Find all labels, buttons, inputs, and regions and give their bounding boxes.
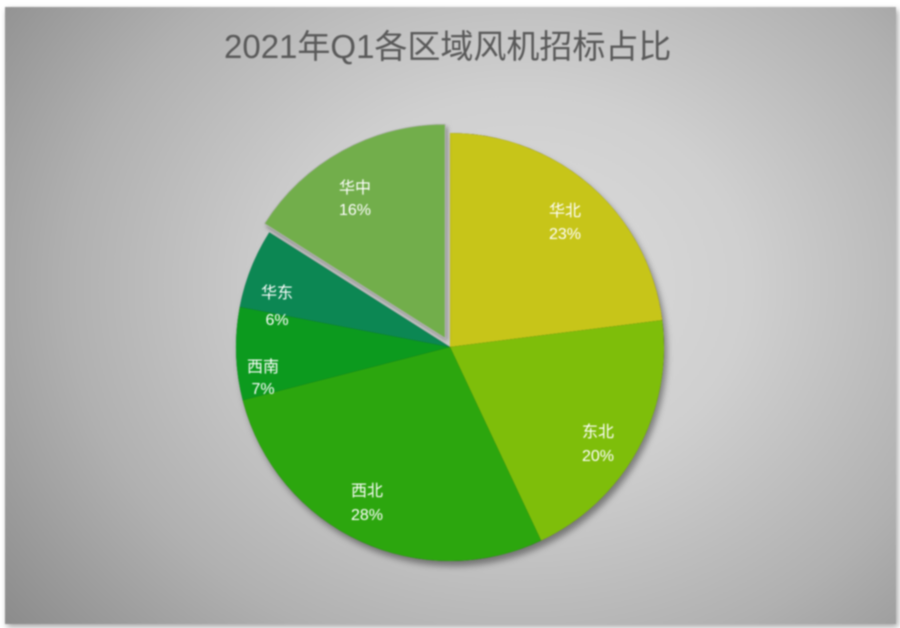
svg-text:华中: 华中 xyxy=(339,179,371,197)
svg-text:华东: 华东 xyxy=(261,284,293,302)
svg-text:西南: 西南 xyxy=(247,358,279,376)
svg-text:23%: 23% xyxy=(549,226,581,243)
svg-text:华北: 华北 xyxy=(549,202,581,220)
svg-text:28%: 28% xyxy=(351,507,383,524)
svg-text:西北: 西北 xyxy=(351,482,383,500)
svg-text:16%: 16% xyxy=(339,202,371,219)
svg-text:20%: 20% xyxy=(582,448,614,465)
svg-text:6%: 6% xyxy=(265,312,288,329)
svg-text:东北: 东北 xyxy=(582,423,614,441)
svg-text:7%: 7% xyxy=(251,381,274,398)
